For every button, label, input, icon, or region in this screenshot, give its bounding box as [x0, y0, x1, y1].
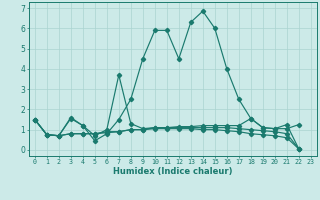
X-axis label: Humidex (Indice chaleur): Humidex (Indice chaleur)	[113, 167, 233, 176]
